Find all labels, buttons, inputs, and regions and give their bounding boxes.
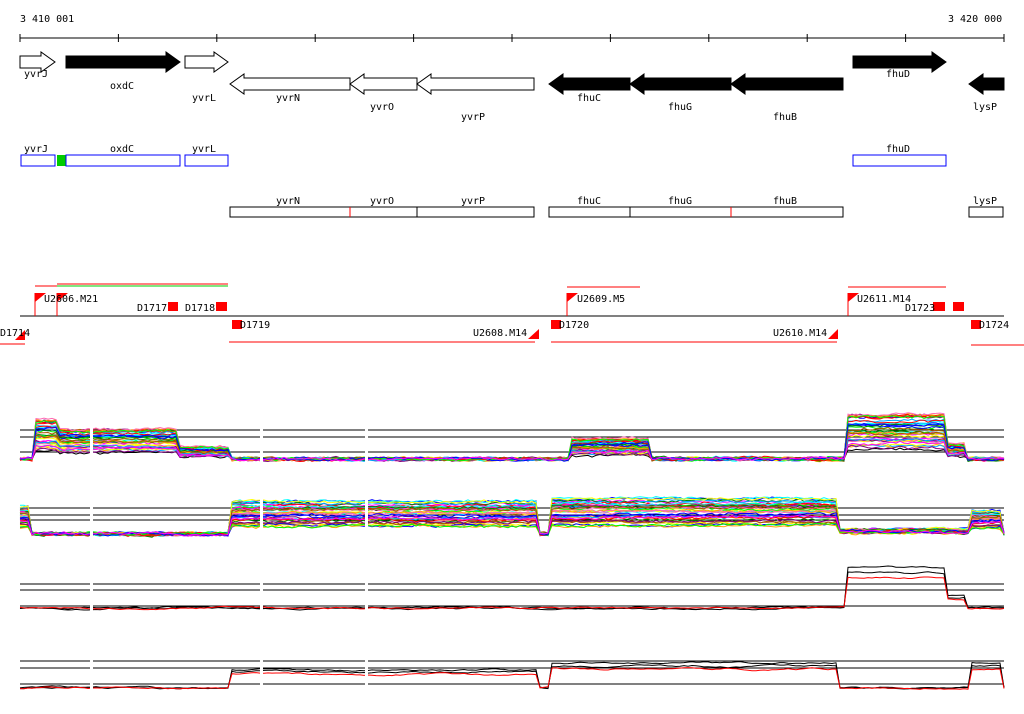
gene-label[interactable]: fhuD <box>886 69 910 80</box>
gene-track <box>19 51 1005 95</box>
transcript-label[interactable]: D1723 <box>905 303 935 314</box>
expression-panels <box>19 400 1005 698</box>
operon-label: yvrL <box>192 144 216 155</box>
gene-arrow-yvrP[interactable] <box>416 73 535 95</box>
operon-label: oxdC <box>110 144 134 155</box>
ruler-start-label: 3 410 001 <box>20 14 74 25</box>
operon-label: fhuG <box>668 196 692 207</box>
expression-panel-2 <box>19 490 1005 545</box>
expression-trace <box>19 422 1005 462</box>
gene-arrow-fhuD[interactable] <box>852 51 947 73</box>
operon-label: fhuC <box>577 196 601 207</box>
transcript-label[interactable]: D1714 <box>0 328 30 339</box>
gene-arrow-fhuB[interactable] <box>730 73 844 95</box>
gene-label[interactable]: yvrP <box>461 112 485 123</box>
gene-label[interactable]: oxdC <box>110 81 134 92</box>
transcript-label[interactable]: D1717 <box>137 303 167 314</box>
expression-panel-1 <box>19 400 1005 470</box>
operon-label: yvrN <box>276 196 300 207</box>
expression-trace <box>19 415 1005 462</box>
transcript-label[interactable]: D1718 <box>185 303 215 314</box>
gene-arrow-yvrL[interactable] <box>184 51 229 73</box>
operon-label: lysP <box>973 196 997 207</box>
gene-arrow-lysP[interactable] <box>968 73 1005 95</box>
transcript-label[interactable]: D1724 <box>979 320 1009 331</box>
minus-strand-operons: yvrN yvrO yvrP fhuC fhuG fhuB lysP <box>229 196 1004 218</box>
gene-arrow-yvrO[interactable] <box>349 73 418 95</box>
gene-label[interactable]: yvrO <box>370 102 394 113</box>
gene-label[interactable]: fhuC <box>577 93 601 104</box>
gene-arrow-fhuC[interactable] <box>548 73 631 95</box>
operon-label: yvrJ <box>24 144 48 155</box>
gene-arrow-yvrN[interactable] <box>229 73 351 95</box>
expression-trace <box>19 522 1005 537</box>
transcript-label[interactable]: U2609.M5 <box>577 294 625 305</box>
gene-label[interactable]: yvrL <box>192 93 216 104</box>
transcript-label[interactable]: U2610.M14 <box>773 328 827 339</box>
coordinate-ruler: 3 410 001 3 420 000 <box>19 14 1005 42</box>
transcript-label[interactable]: U2606.M21 <box>44 294 98 305</box>
gene-arrow-oxdC[interactable] <box>65 51 181 73</box>
transcript-label[interactable]: U2611.M14 <box>857 294 911 305</box>
transcript-label[interactable]: D1719 <box>240 320 270 331</box>
gene-label[interactable]: yvrJ <box>24 69 48 80</box>
operon-label: yvrP <box>461 196 485 207</box>
gene-arrow-yvrJ[interactable] <box>19 51 56 73</box>
gene-label[interactable]: lysP <box>973 102 997 113</box>
gene-arrow-fhuG[interactable] <box>629 73 732 95</box>
expression-trace <box>19 565 1005 611</box>
gene-label[interactable]: yvrN <box>276 93 300 104</box>
expression-panel-4 <box>19 645 1005 698</box>
expression-trace <box>19 576 1005 611</box>
expression-trace <box>19 514 1005 537</box>
expression-trace <box>20 661 1005 690</box>
operon-label: yvrO <box>370 196 394 207</box>
operon-label: fhuB <box>773 196 797 207</box>
plus-strand-operons: yvrJ oxdC yvrL fhuD <box>20 144 947 167</box>
expression-trace <box>19 667 1005 690</box>
expression-panel-3 <box>19 560 1005 618</box>
transcript-label[interactable]: U2608.M14 <box>473 328 527 339</box>
gene-label[interactable]: fhuB <box>773 112 797 123</box>
operon-label: fhuD <box>886 144 910 155</box>
gene-label[interactable]: fhuG <box>668 102 692 113</box>
ruler-end-label: 3 420 000 <box>948 14 1002 25</box>
transcript-track: U2606.M21 D1717 D1718 D1719 U2608.M14 D1… <box>0 283 1024 346</box>
expression-trace <box>20 440 1005 462</box>
transcript-label[interactable]: D1720 <box>559 320 589 331</box>
